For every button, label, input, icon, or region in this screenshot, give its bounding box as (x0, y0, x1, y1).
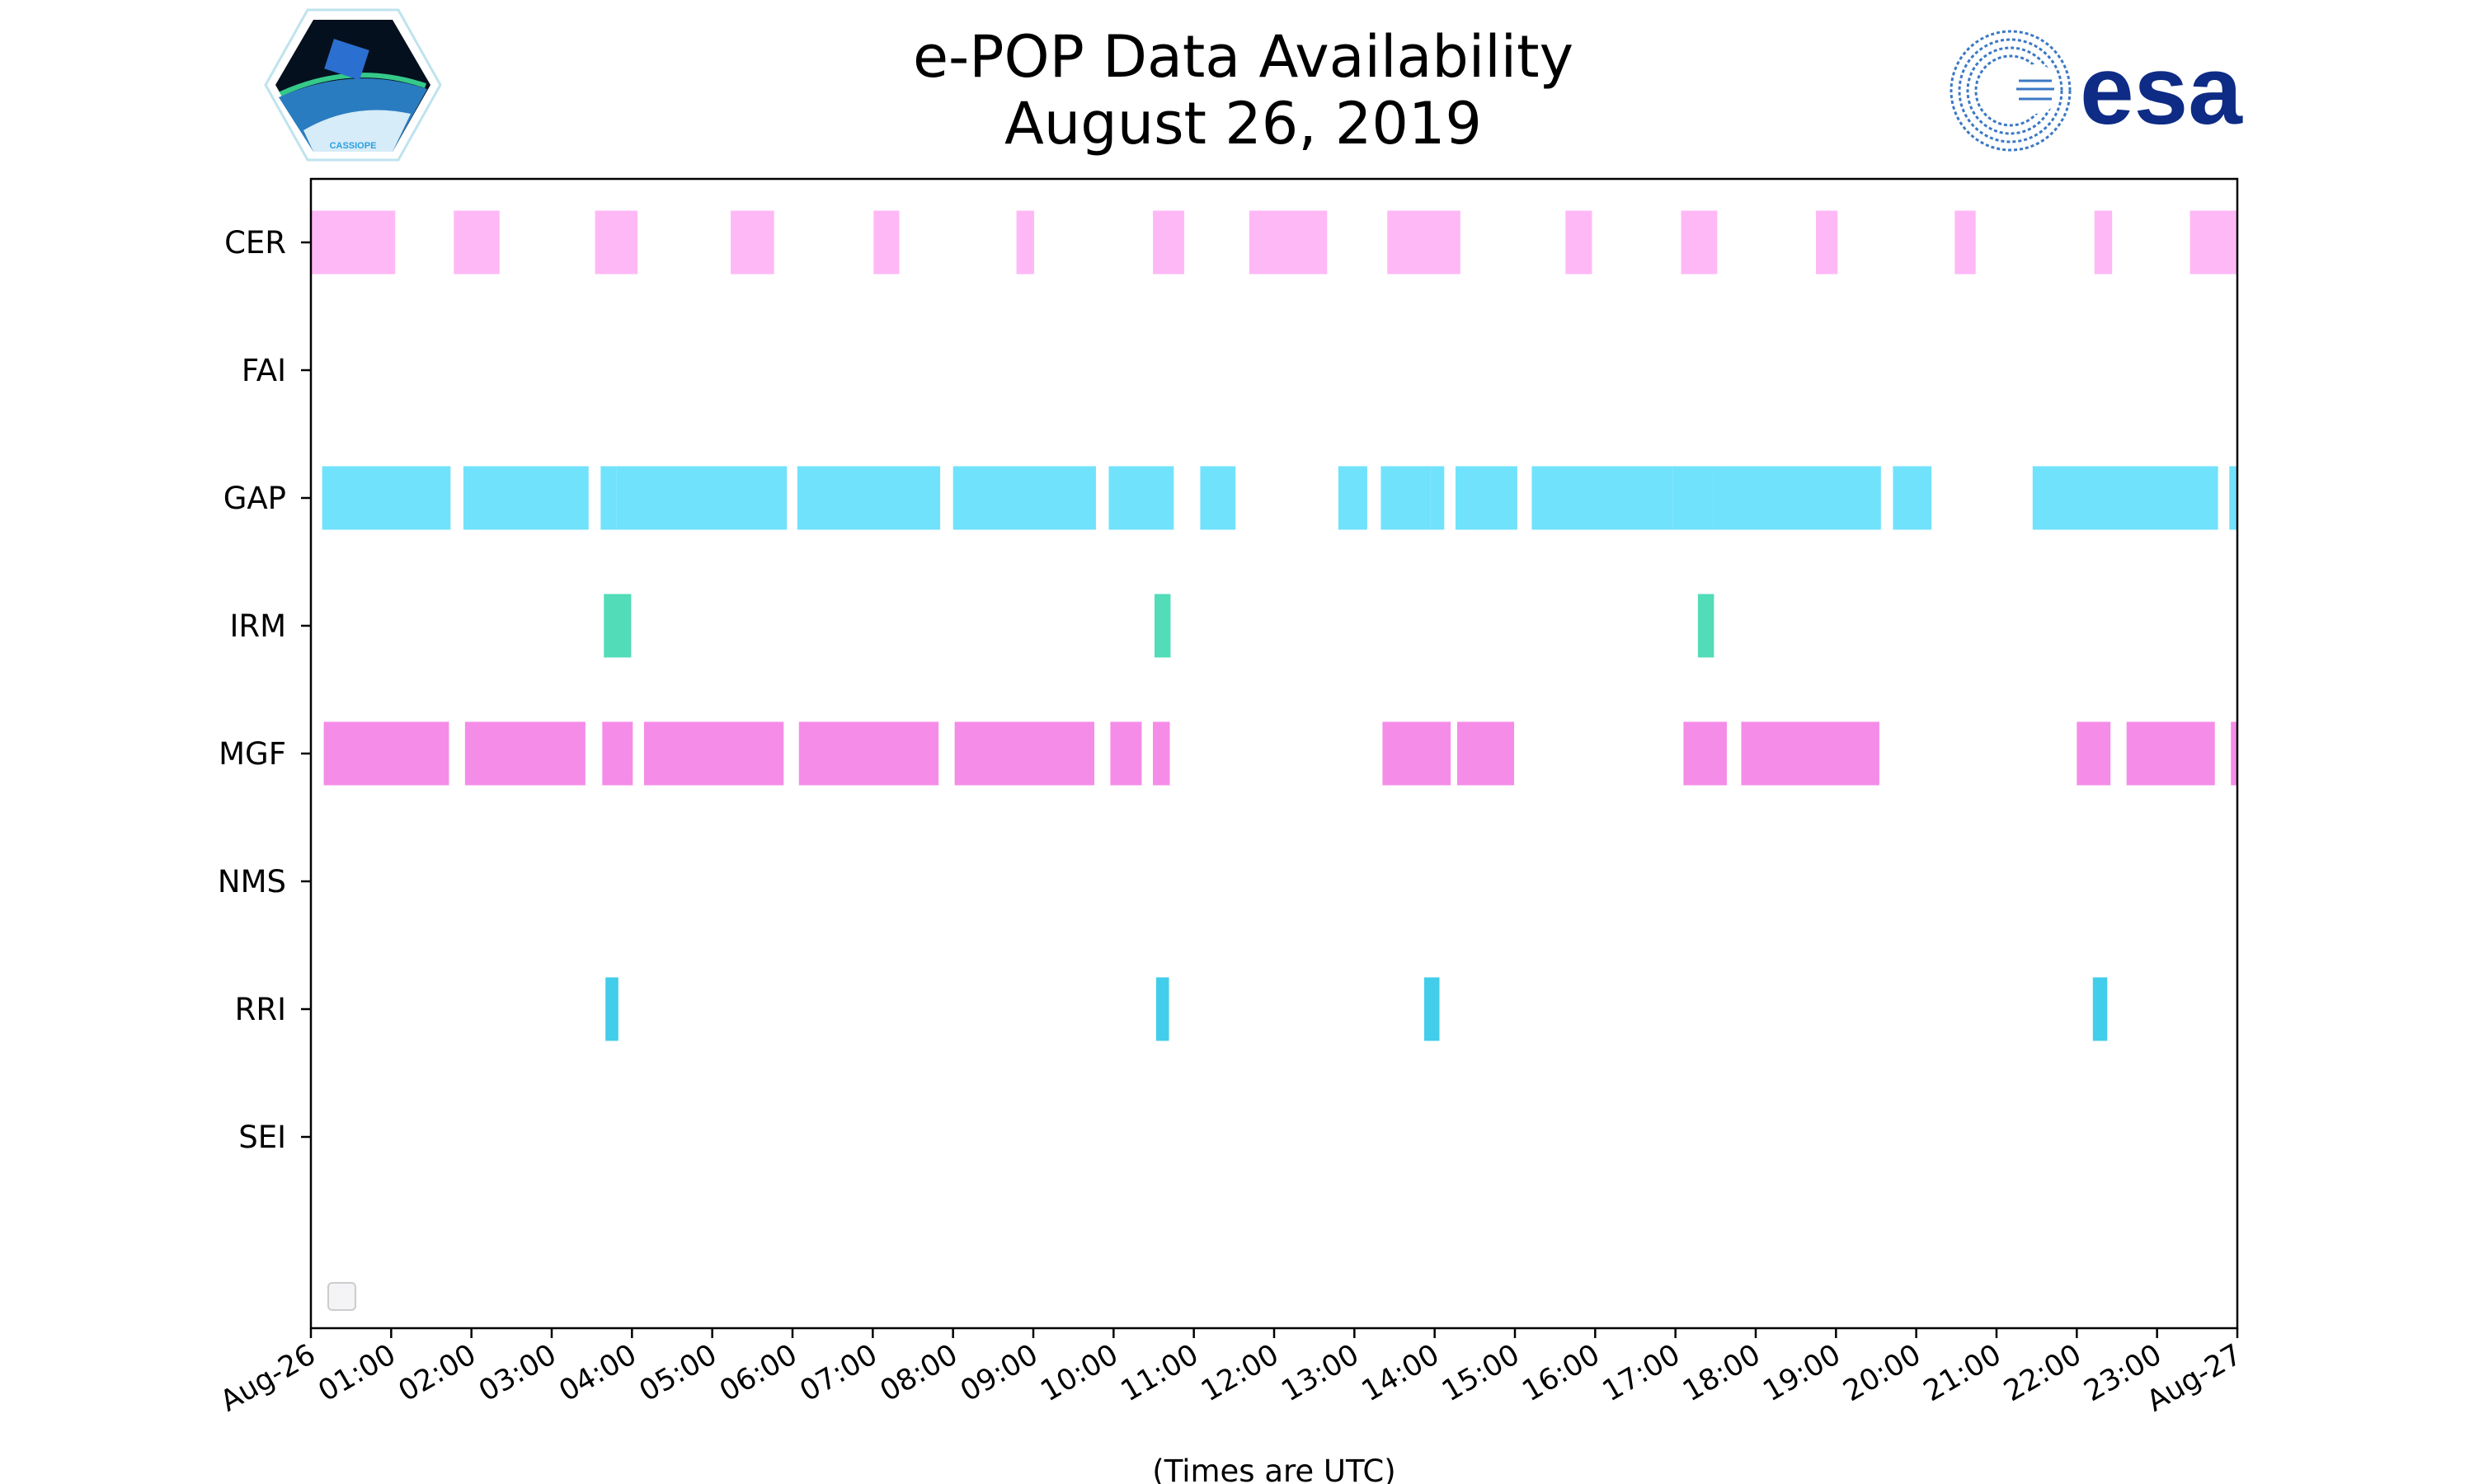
bar-cer (1153, 210, 1184, 275)
x-tick-label: 14:00 (1357, 1338, 1445, 1408)
bar-gap (1200, 466, 1236, 530)
bar-mgf (1683, 721, 1727, 786)
bar-rri (1424, 977, 1440, 1041)
bar-gap (797, 466, 941, 530)
bar-mgf (1441, 721, 1451, 786)
y-tick-label-nms: NMS (218, 864, 286, 899)
bar-mgf (323, 721, 449, 786)
bar-irm (1154, 594, 1171, 658)
esa-logo: esa (1950, 30, 2243, 152)
svg-text:CASSIOPE: CASSIOPE (330, 141, 377, 151)
bar-mgf (798, 721, 939, 786)
bar-mgf (954, 721, 1094, 786)
bar-cer (1954, 210, 1976, 275)
y-tick-label-fai: FAI (242, 353, 286, 388)
x-tick-label: 22:00 (1998, 1338, 2086, 1408)
bar-irm (1697, 594, 1714, 658)
y-tick-label-gap: GAP (223, 481, 286, 516)
bar-gap (1712, 466, 1881, 530)
bar-cer (1387, 210, 1460, 275)
x-tick-label: 06:00 (714, 1338, 802, 1408)
bar-mgf (1153, 721, 1170, 786)
svg-text:esa: esa (2080, 36, 2243, 145)
bar-mgf (2077, 721, 2111, 786)
x-tick-label: 11:00 (1116, 1338, 1204, 1408)
x-tick-label: 03:00 (473, 1338, 562, 1408)
bar-cer (1249, 210, 1328, 275)
x-tick-label: 18:00 (1677, 1338, 1766, 1408)
cassiope-logo: CASSIOPE (264, 8, 442, 162)
x-tick-label: 08:00 (875, 1338, 963, 1408)
x-tick-label: 10:00 (1035, 1338, 1123, 1408)
bar-mgf (2231, 721, 2237, 786)
x-tick-label: 09:00 (955, 1338, 1043, 1408)
x-tick-label: 19:00 (1757, 1338, 1846, 1408)
x-tick-label: 01:00 (313, 1338, 401, 1408)
bar-irm (604, 594, 632, 658)
plot-frame (309, 177, 2239, 1330)
bar-gap (1380, 466, 1431, 530)
bar-gap (1672, 466, 1713, 530)
bar-cer (1565, 210, 1592, 275)
bar-cer (873, 210, 900, 275)
x-tick-label: 20:00 (1838, 1338, 1926, 1408)
bar-rri (1155, 977, 1169, 1041)
bar-cer (311, 210, 396, 275)
bar-cer (1681, 210, 1718, 275)
chart-title-line1: e-POP Data Availability (912, 23, 1574, 91)
bar-mgf (1110, 721, 1142, 786)
bar-mgf (1456, 721, 1515, 786)
bar-cer (2094, 210, 2113, 275)
bar-mgf (602, 721, 633, 786)
bar-gap (1108, 466, 1174, 530)
chart-title-line2: August 26, 2019 (1004, 90, 1482, 157)
x-tick-label: 16:00 (1517, 1338, 1605, 1408)
x-axis-label: (Times are UTC) (1152, 1453, 1395, 1484)
x-tick-label: 21:00 (1918, 1338, 2006, 1408)
bar-gap (616, 466, 788, 530)
x-tick-label: 05:00 (634, 1338, 722, 1408)
bar-gap (2032, 466, 2218, 530)
bar-mgf (464, 721, 586, 786)
y-tick-label-cer: CER (224, 225, 286, 261)
y-tick-label-sei: SEI (238, 1120, 286, 1155)
bar-gap (1338, 466, 1367, 530)
bar-mgf (1382, 721, 1442, 786)
bar-cer (1016, 210, 1034, 275)
bar-gap (952, 466, 1096, 530)
bar-cer (1816, 210, 1838, 275)
bar-gap (463, 466, 589, 530)
bar-cer (595, 210, 638, 275)
bar-gap (600, 466, 617, 530)
bar-rri (2092, 977, 2108, 1041)
bar-mgf (643, 721, 784, 786)
bar-mgf (1741, 721, 1879, 786)
x-tick-label: 17:00 (1597, 1338, 1686, 1408)
x-tick-label: 07:00 (794, 1338, 882, 1408)
bar-mgf (2126, 721, 2215, 786)
x-tick-label: 13:00 (1276, 1338, 1364, 1408)
x-tick-label: Aug-26 (215, 1338, 322, 1418)
x-tick-label: 12:00 (1196, 1338, 1284, 1408)
bar-cer (2189, 210, 2237, 275)
bar-gap (1430, 466, 1445, 530)
x-tick-label: 04:00 (553, 1338, 642, 1408)
y-tick-label-rri: RRI (235, 992, 286, 1027)
y-tick-label-irm: IRM (229, 608, 286, 644)
bar-gap (322, 466, 451, 530)
bar-gap (1893, 466, 1932, 530)
bar-gap (1455, 466, 1517, 530)
bar-cer (454, 210, 500, 275)
bar-gap (1531, 466, 1673, 530)
bar-gap (2229, 466, 2237, 530)
bar-cer (731, 210, 774, 275)
x-tick-label: 15:00 (1437, 1338, 1525, 1408)
x-tick-label: 02:00 (393, 1338, 482, 1408)
bar-rri (605, 977, 618, 1041)
y-tick-label-mgf: MGF (219, 736, 286, 772)
legend-box (327, 1282, 356, 1311)
